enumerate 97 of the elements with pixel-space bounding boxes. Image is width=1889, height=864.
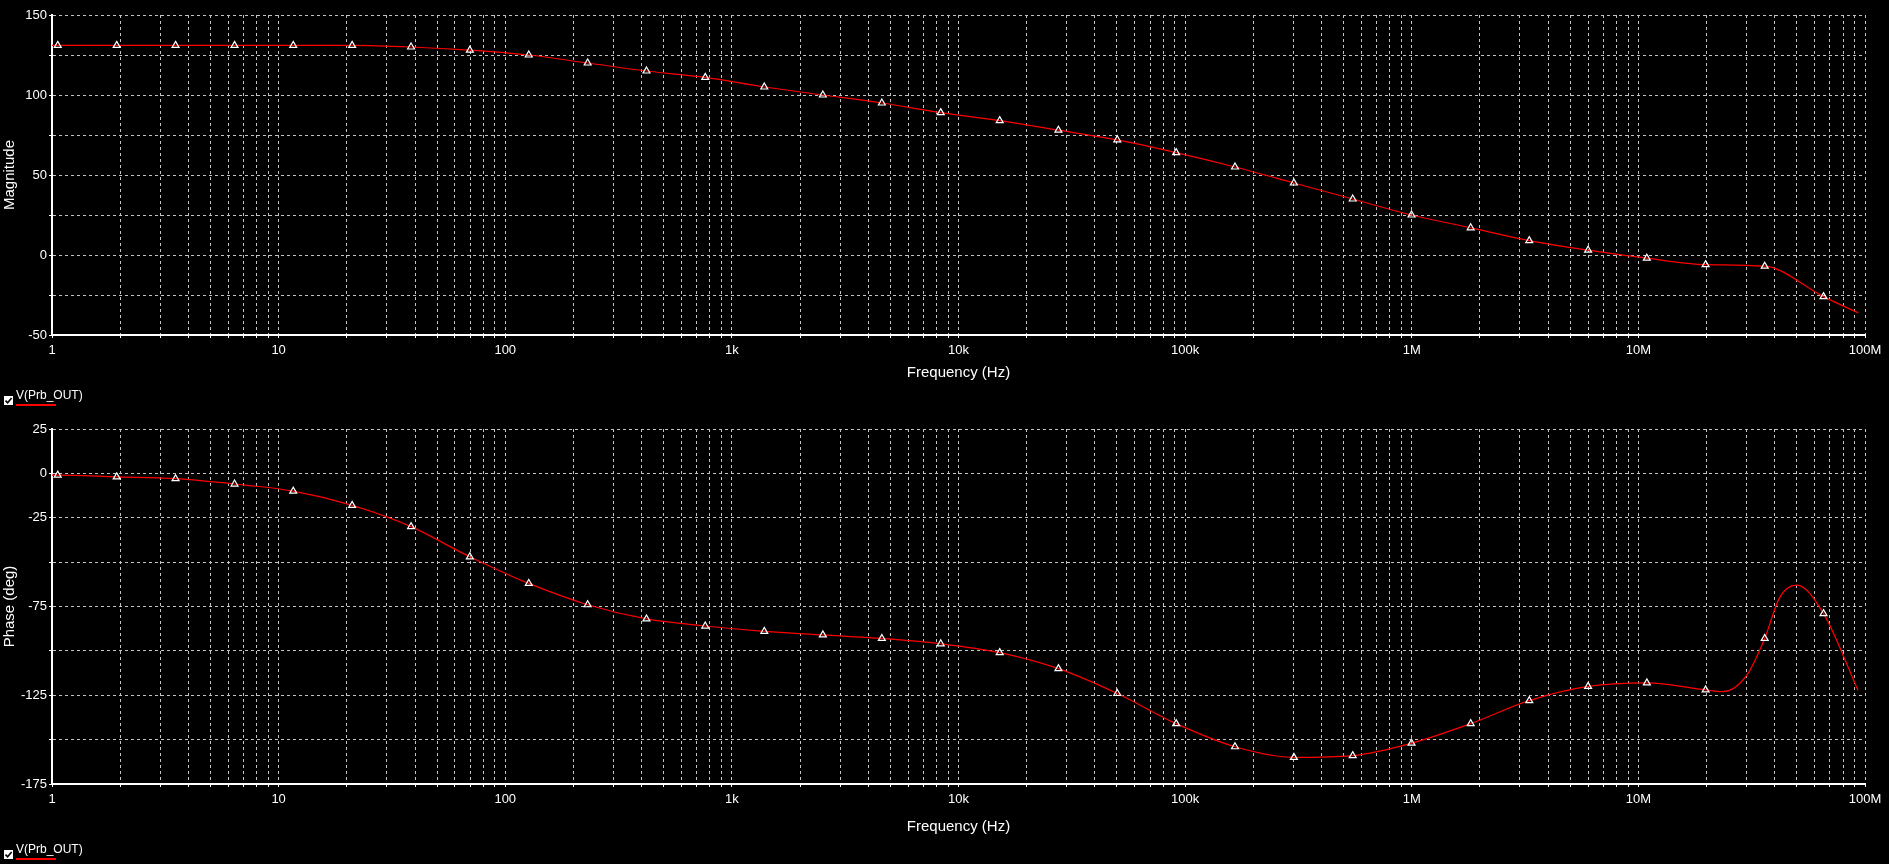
y-tick-label: -50 <box>28 326 47 342</box>
x-tick-label: 10M <box>1625 342 1652 358</box>
point <box>1289 752 1298 760</box>
point <box>524 578 533 587</box>
point <box>230 479 239 487</box>
y-axis-title: Phase (deg) <box>0 565 18 648</box>
x-tick-label: 100k <box>1171 791 1200 807</box>
point <box>1172 719 1181 727</box>
x-tick-label: 100M <box>1848 342 1882 358</box>
point <box>53 40 62 48</box>
point <box>1230 742 1240 750</box>
point <box>995 116 1004 124</box>
point <box>1113 688 1122 697</box>
y-tick-label: 50 <box>32 166 47 182</box>
y-tick-label: 150 <box>25 6 47 22</box>
y-tick-label: -75 <box>28 598 47 614</box>
y-tick-label: 0 <box>39 464 47 480</box>
point <box>230 40 239 48</box>
text: V(Prb_OUT) <box>16 388 83 402</box>
point <box>1054 664 1063 672</box>
point <box>112 40 121 48</box>
point <box>1701 260 1710 268</box>
point <box>1407 738 1416 746</box>
x-axis-title: Frequency (Hz) <box>906 363 1011 381</box>
point <box>701 621 710 629</box>
point <box>348 40 357 48</box>
y-axis-title: Magnitude <box>0 139 18 211</box>
point <box>995 648 1004 656</box>
point <box>1113 135 1122 143</box>
point <box>1054 125 1063 133</box>
point <box>1230 162 1240 170</box>
point <box>406 522 416 530</box>
point <box>818 630 827 638</box>
text: V(Prb_OUT) <box>16 842 83 856</box>
x-tick-label: 1k <box>725 791 740 807</box>
point <box>1642 253 1651 261</box>
point <box>1701 685 1710 693</box>
point <box>760 82 769 90</box>
point <box>53 470 62 478</box>
point <box>583 600 592 608</box>
point <box>1466 719 1475 727</box>
y-tick-label: 25 <box>32 420 47 436</box>
x-tick-label: 100k <box>1171 342 1200 358</box>
x-tick-label: 1k <box>725 342 740 358</box>
x-tick-label: 1M <box>1402 791 1421 807</box>
x-tick-label: 10k <box>948 342 970 358</box>
x-tick-label: 100 <box>494 791 517 807</box>
point <box>406 42 416 50</box>
point <box>760 626 769 634</box>
point <box>1819 292 1828 300</box>
point <box>1642 678 1651 686</box>
x-axis-title: Frequency (Hz) <box>906 817 1011 835</box>
point <box>1584 681 1593 689</box>
point <box>348 500 357 508</box>
x-tick-label: 100M <box>1848 791 1882 807</box>
x-tick-label: 1M <box>1402 342 1421 358</box>
point <box>1819 609 1828 617</box>
y-tick-label: -125 <box>20 686 47 702</box>
point <box>171 474 180 482</box>
point <box>289 40 298 48</box>
point <box>465 552 474 560</box>
y-tick-label: -175 <box>20 775 47 791</box>
point <box>1407 210 1416 218</box>
point <box>1348 751 1357 759</box>
point <box>289 486 298 494</box>
y-tick-label: 0 <box>39 246 47 262</box>
point <box>818 90 827 98</box>
point <box>171 40 180 48</box>
point <box>1760 261 1769 269</box>
point <box>1172 148 1181 156</box>
point <box>524 50 533 58</box>
x-tick-label: 1 <box>48 342 56 358</box>
x-tick-label: 1 <box>48 791 56 807</box>
point <box>1348 194 1357 202</box>
point <box>701 72 710 80</box>
x-tick-label: 10M <box>1625 791 1652 807</box>
point <box>1584 245 1593 253</box>
point <box>642 66 651 74</box>
point <box>936 639 945 647</box>
x-tick-label: 10 <box>271 342 286 358</box>
point <box>1466 223 1475 231</box>
point <box>1525 236 1534 244</box>
point <box>583 58 592 66</box>
x-tick-label: 100 <box>494 342 517 358</box>
point <box>112 472 121 480</box>
point <box>877 98 886 106</box>
point <box>877 633 886 642</box>
point <box>936 108 945 116</box>
y-tick-label: -25 <box>28 509 47 525</box>
y-tick-label: 100 <box>25 86 47 102</box>
point <box>642 614 651 622</box>
x-tick-label: 10 <box>271 791 286 807</box>
point <box>1760 633 1769 642</box>
point <box>1525 695 1534 704</box>
point <box>465 45 474 53</box>
x-tick-label: 10k <box>948 791 970 807</box>
point <box>1289 178 1298 186</box>
